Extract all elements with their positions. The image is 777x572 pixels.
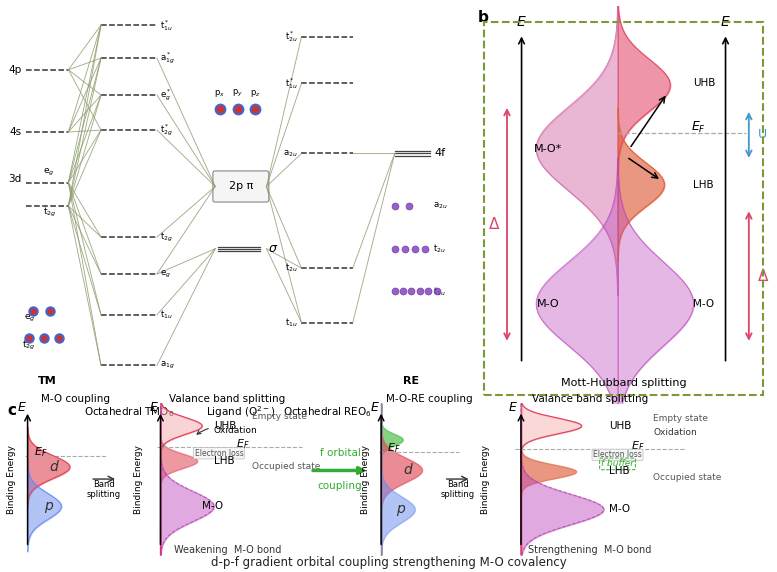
Text: d: d [403, 463, 412, 477]
Text: Δ: Δ [758, 268, 768, 284]
Text: M-O coupling: M-O coupling [41, 394, 110, 404]
Text: Binding Energy: Binding Energy [481, 444, 490, 514]
Text: p: p [396, 502, 405, 517]
Text: M-O-RE coupling: M-O-RE coupling [386, 394, 472, 404]
Text: σ: σ [269, 242, 277, 255]
Text: Valance band splitting: Valance band splitting [169, 394, 285, 404]
Text: $E_F$: $E_F$ [631, 439, 645, 452]
Text: UHB: UHB [609, 421, 632, 431]
Text: $E_F$: $E_F$ [387, 441, 401, 455]
Text: t$_{2g}$: t$_{2g}$ [43, 206, 56, 220]
Text: t$_{2u}^*$: t$_{2u}^*$ [285, 29, 298, 44]
Text: t$_{1u}$: t$_{1u}$ [160, 308, 173, 321]
Text: Octahedral REO$_6$: Octahedral REO$_6$ [283, 405, 371, 419]
Text: Strengthening  M-O bond: Strengthening M-O bond [528, 545, 652, 555]
Text: $E$: $E$ [16, 402, 26, 414]
Text: UHB: UHB [214, 421, 236, 431]
Text: M-O: M-O [694, 299, 715, 309]
Text: $E$: $E$ [149, 402, 159, 414]
Text: t$_{2u}$: t$_{2u}$ [434, 243, 446, 255]
Text: Binding Energy: Binding Energy [134, 444, 143, 514]
Text: c: c [8, 403, 17, 418]
Text: f buffer: f buffer [601, 459, 634, 468]
Text: Mott-Hubbard splitting: Mott-Hubbard splitting [561, 379, 686, 388]
Text: $E$: $E$ [720, 15, 731, 29]
Text: 4s: 4s [9, 127, 22, 137]
Text: t$_{1u}^*$: t$_{1u}^*$ [285, 76, 298, 91]
Text: t$_{1u}^*$: t$_{1u}^*$ [160, 18, 173, 33]
Text: 4f: 4f [434, 148, 445, 158]
Text: Band
splitting: Band splitting [441, 480, 475, 499]
Text: coupling: coupling [318, 482, 362, 491]
Text: 4p: 4p [9, 65, 22, 75]
Text: Binding Energy: Binding Energy [8, 444, 16, 514]
Text: t$_{1u}$: t$_{1u}$ [434, 285, 446, 298]
Text: e$_g$: e$_g$ [43, 167, 54, 178]
Text: a$_{2u}$: a$_{2u}$ [434, 201, 448, 211]
Text: d-p-f gradient orbital coupling strengthening M-O covalency: d-p-f gradient orbital coupling strength… [211, 556, 566, 569]
Text: M-O*: M-O* [534, 144, 562, 154]
Text: Empty state: Empty state [253, 412, 308, 422]
Text: a$_{1g}$: a$_{1g}$ [160, 360, 175, 371]
Text: e$_g^*$: e$_g^*$ [160, 88, 172, 103]
Text: a$_{2u}$: a$_{2u}$ [284, 148, 298, 158]
Text: p$_x$: p$_x$ [214, 88, 225, 98]
Text: Ligand (O$^{2-}$): Ligand (O$^{2-}$) [206, 404, 276, 420]
Text: 2p π: 2p π [228, 181, 253, 192]
Text: Weakening  M-O bond: Weakening M-O bond [173, 545, 281, 555]
Text: M-O: M-O [202, 501, 223, 511]
Text: Oxidation: Oxidation [653, 427, 697, 436]
Text: $E$: $E$ [516, 15, 527, 29]
Text: Valance band splitting: Valance band splitting [531, 394, 648, 404]
Text: Electron loss: Electron loss [194, 449, 243, 458]
Text: LHB: LHB [214, 456, 235, 466]
Text: f orbital: f orbital [319, 448, 361, 458]
Text: LHB: LHB [609, 467, 630, 476]
Text: t$_{2g}$: t$_{2g}$ [160, 231, 173, 244]
Text: Occupied state: Occupied state [653, 473, 722, 482]
Text: UHB: UHB [694, 78, 716, 88]
Text: Octahedral TMO$_6$: Octahedral TMO$_6$ [84, 405, 174, 419]
Text: t$_{2u}$: t$_{2u}$ [285, 262, 298, 275]
Text: LHB: LHB [694, 180, 714, 189]
Text: t$_{2g}$: t$_{2g}$ [22, 339, 35, 352]
Text: 3d: 3d [9, 174, 22, 184]
Text: Oxidation: Oxidation [197, 426, 257, 435]
Text: a$_{1g}^*$: a$_{1g}^*$ [160, 50, 175, 66]
Text: t$_{2g}^*$: t$_{2g}^*$ [160, 122, 173, 138]
Text: U: U [758, 129, 767, 141]
Text: M-O: M-O [609, 505, 630, 514]
Text: e$_g$: e$_g$ [24, 313, 36, 324]
Text: M-O: M-O [536, 299, 559, 309]
Text: d: d [50, 460, 58, 474]
Text: RE: RE [403, 376, 419, 386]
Text: $E$: $E$ [370, 402, 380, 414]
Text: p$_y$: p$_y$ [232, 88, 243, 99]
Text: $E$: $E$ [508, 402, 518, 414]
Text: TM: TM [38, 376, 57, 386]
Text: $E_F$: $E_F$ [691, 120, 706, 134]
Text: Δ: Δ [489, 217, 499, 232]
Text: Binding Energy: Binding Energy [361, 444, 370, 514]
Text: $E_F$: $E_F$ [235, 437, 249, 451]
Text: $E_F$: $E_F$ [33, 445, 47, 459]
Text: Band
splitting: Band splitting [87, 480, 121, 499]
Text: p: p [44, 499, 52, 513]
Text: b: b [478, 10, 489, 25]
Text: Electron loss: Electron loss [593, 450, 642, 459]
Text: t$_{1u}$: t$_{1u}$ [285, 316, 298, 329]
FancyBboxPatch shape [213, 171, 269, 202]
Text: Empty state: Empty state [653, 414, 709, 423]
Text: Occupied state: Occupied state [253, 462, 321, 471]
Text: e$_g$: e$_g$ [160, 268, 171, 280]
Text: p$_z$: p$_z$ [250, 88, 260, 98]
